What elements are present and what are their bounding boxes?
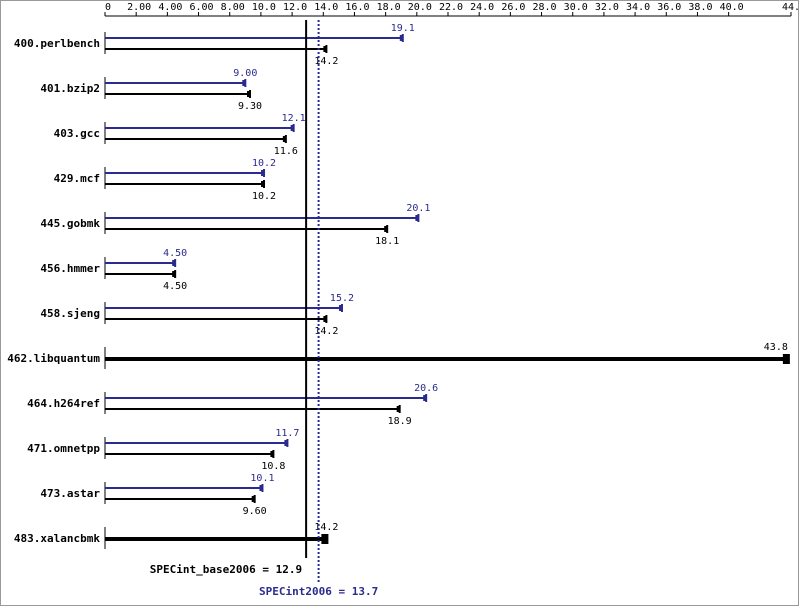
peak-bar <box>105 34 404 42</box>
base-bar <box>105 135 287 143</box>
category-label: 473.astar <box>40 487 100 500</box>
peak-value-label: 12.1 <box>282 113 306 124</box>
peak-bar <box>105 124 295 132</box>
reference-label: SPECint2006 = 13.7 <box>259 585 378 598</box>
x-tick-label: 30.0 <box>564 2 588 13</box>
category-label: 429.mcf <box>54 172 100 185</box>
peak-value-label: 9.00 <box>233 68 257 79</box>
x-tick-label: 20.0 <box>408 2 432 13</box>
x-tick-label: 36.0 <box>657 2 681 13</box>
reference-label: SPECint_base2006 = 12.9 <box>150 563 302 576</box>
base-value-label: 10.8 <box>261 461 285 472</box>
base-value-label: 18.1 <box>375 236 399 247</box>
base-bar <box>105 45 328 53</box>
base-bar <box>105 315 328 323</box>
peak-value-label: 11.7 <box>275 428 299 439</box>
base-bar <box>105 90 251 98</box>
base-value-label: 11.6 <box>274 146 298 157</box>
x-tick-label: 6.00 <box>189 2 213 13</box>
base-bar <box>105 354 790 364</box>
base-bar <box>105 495 256 503</box>
category-label: 401.bzip2 <box>40 82 100 95</box>
peak-bar <box>105 394 428 402</box>
peak-bar <box>105 79 247 87</box>
base-bar <box>105 180 266 188</box>
category-label: 483.xalancbmk <box>14 532 100 545</box>
x-tick-label: 32.0 <box>595 2 619 13</box>
peak-value-label: 20.1 <box>406 203 430 214</box>
x-tick-label: 34.0 <box>626 2 650 13</box>
peak-bar <box>105 439 289 447</box>
category-label: 471.omnetpp <box>27 442 100 455</box>
peak-value-label: 10.1 <box>250 473 274 484</box>
peak-value-label: 19.1 <box>391 23 415 34</box>
x-tick-label: 10.0 <box>252 2 276 13</box>
x-tick-label: 0 <box>105 2 111 13</box>
x-tick-label: 44.0 <box>782 2 799 13</box>
x-tick-label: 14.0 <box>314 2 338 13</box>
peak-bar <box>105 259 177 267</box>
base-value-label: 14.2 <box>314 522 338 533</box>
x-tick-label: 18.0 <box>377 2 401 13</box>
base-value-label: 14.2 <box>314 56 338 67</box>
x-tick-label: 40.0 <box>720 2 744 13</box>
peak-value-label: 20.6 <box>414 383 438 394</box>
base-bar <box>105 534 329 544</box>
x-tick-label: 8.00 <box>221 2 245 13</box>
peak-bar <box>105 484 264 492</box>
category-label: 445.gobmk <box>40 217 100 230</box>
peak-bar <box>105 169 266 177</box>
x-tick-label: 16.0 <box>345 2 369 13</box>
x-tick-label: 38.0 <box>688 2 712 13</box>
category-label: 456.hmmer <box>40 262 100 275</box>
x-tick-label: 12.0 <box>283 2 307 13</box>
base-bar <box>105 270 177 278</box>
base-bar <box>105 405 401 413</box>
base-bar <box>105 225 389 233</box>
category-label: 464.h264ref <box>27 397 100 410</box>
category-label: 462.libquantum <box>7 352 100 365</box>
base-value-label: 14.2 <box>314 326 338 337</box>
peak-value-label: 15.2 <box>330 293 354 304</box>
x-tick-label: 22.0 <box>439 2 463 13</box>
x-tick-label: 2.00 <box>127 2 151 13</box>
base-value-label: 9.60 <box>243 506 267 517</box>
base-value-label: 4.50 <box>163 281 187 292</box>
x-tick-label: 26.0 <box>501 2 525 13</box>
x-tick-label: 24.0 <box>470 2 494 13</box>
peak-value-label: 4.50 <box>163 248 187 259</box>
base-value-label: 10.2 <box>252 191 276 202</box>
base-value-label: 18.9 <box>388 416 412 427</box>
base-value-label: 43.8 <box>764 342 788 353</box>
peak-bar <box>105 214 420 222</box>
x-tick-label: 28.0 <box>532 2 556 13</box>
base-bar <box>105 450 275 458</box>
x-tick-label: 4.00 <box>158 2 182 13</box>
category-label: 458.sjeng <box>40 307 100 320</box>
category-label: 400.perlbench <box>14 37 100 50</box>
category-label: 403.gcc <box>54 127 100 140</box>
peak-bar <box>105 304 343 312</box>
base-value-label: 9.30 <box>238 101 262 112</box>
peak-value-label: 10.2 <box>252 158 276 169</box>
